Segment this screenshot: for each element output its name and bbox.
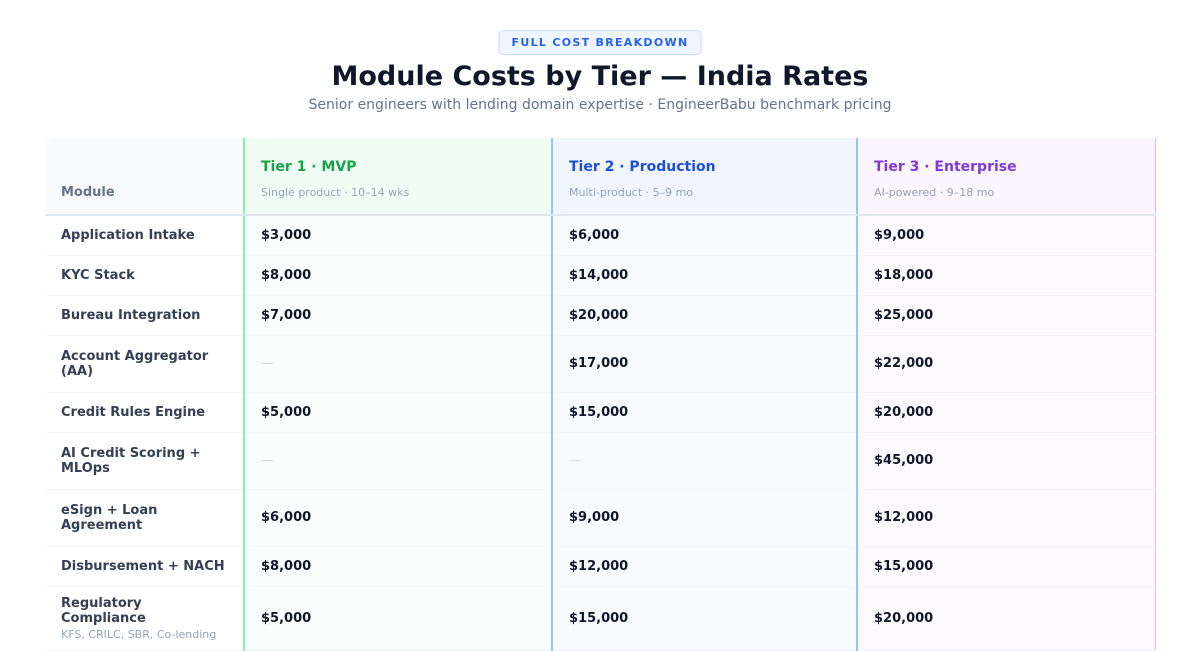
cost-value: $12,000 — [569, 558, 629, 574]
cost-value: $3,000 — [261, 227, 312, 243]
module-cell: Bureau Integration — [45, 295, 244, 336]
cost-value: $9,000 — [569, 510, 620, 525]
cost-value: $6,000 — [569, 227, 620, 243]
cost-cell: $20,000 — [551, 295, 857, 336]
cost-cell: $9,000 — [551, 489, 857, 547]
module-cell: AI Credit Scoring + MLOps — [45, 432, 244, 490]
cost-value: $12,000 — [874, 510, 934, 525]
table-row: AI Credit Scoring + MLOps — — $45,000 — [45, 432, 1156, 490]
module-header: Module — [45, 138, 244, 216]
module-cell: Account Aggregator (AA) — [45, 335, 244, 393]
module-name: Account Aggregator (AA) — [61, 348, 209, 379]
cost-cell: — — [243, 335, 552, 393]
cost-value: $15,000 — [569, 610, 629, 626]
table-row: Disbursement + NACH $8,000 $12,000 $15,000 — [45, 546, 1156, 587]
cost-value: $18,000 — [874, 267, 934, 283]
table-row: Application Intake $3,000 $6,000 $9,000 — [45, 215, 1156, 256]
table-body: Application Intake $3,000 $6,000 $9,000 KYC … — [45, 215, 1156, 651]
cost-cell: $7,000 — [243, 295, 552, 336]
cost-value: $25,000 — [874, 307, 934, 323]
cost-cell: $12,000 — [551, 546, 857, 587]
tier-name: Tier 2 · Production — [569, 159, 716, 175]
header-row: Module Tier 1 · MVP Single product · 10–14… — [45, 138, 1156, 216]
cost-cell: $3,000 — [243, 215, 552, 256]
module-name: Bureau Integration — [61, 307, 201, 323]
table-row: Account Aggregator (AA) — $17,000 $22,000 — [45, 335, 1156, 393]
module-name: AI Credit Scoring + MLOps — [61, 445, 201, 476]
module-cell: Regulatory Compliance KFS, CRILC, SBR, Co… — [45, 586, 244, 651]
cost-cell: $12,000 — [856, 489, 1156, 547]
cost-cell: — — [551, 432, 857, 490]
cost-value: $9,000 — [874, 227, 925, 243]
table-row: eSign + Loan Agreement $6,000 $9,000 $12,00… — [45, 489, 1156, 547]
page: {"header":{"badge":"FULL COST BREAKDOWN"… — [45, 30, 1156, 651]
cost-cell: $20,000 — [856, 392, 1156, 433]
module-cell: KYC Stack — [45, 255, 244, 296]
cost-value: $6,000 — [261, 510, 312, 525]
cost-value: $15,000 — [874, 558, 934, 574]
module-cell: Disbursement + NACH — [45, 546, 244, 587]
module-cell: Application Intake — [45, 215, 244, 256]
cost-cell: — — [243, 432, 552, 490]
tier-name: Tier 3 · Enterprise — [874, 159, 1017, 175]
tier-subtitle: AI-powered · 9–18 mo — [874, 186, 995, 199]
tier-subtitle: Multi-product · 5–9 mo — [569, 186, 694, 199]
cost-value: $20,000 — [874, 610, 934, 626]
table-row: KYC Stack $8,000 $14,000 $18,000 — [45, 255, 1156, 296]
cost-cell: $45,000 — [856, 432, 1156, 490]
cost-value: $22,000 — [874, 356, 934, 371]
subtitle: Senior engineers with lending domain exp… — [308, 97, 892, 113]
tier-name: Tier 1 · MVP — [261, 159, 357, 175]
tier-header: Tier 3 · Enterprise AI-powered · 9–18 mo — [856, 138, 1156, 216]
cost-value: — — [569, 453, 582, 468]
title: Module Costs by Tier — India Rates — [331, 61, 869, 92]
tier-subtitle: Single product · 10–14 wks — [261, 186, 410, 199]
module-name: Disbursement + NACH — [61, 558, 225, 574]
cost-cell: $20,000 — [856, 586, 1156, 651]
cost-cell: $15,000 — [856, 546, 1156, 587]
module-name: KYC Stack — [61, 267, 135, 283]
cost-cell: $8,000 — [243, 546, 552, 587]
cost-value: — — [261, 453, 274, 468]
module-name: eSign + Loan Agreement — [61, 502, 158, 533]
cost-value: $20,000 — [874, 404, 934, 420]
tier-header: Tier 1 · MVP Single product · 10–14 wks — [243, 138, 552, 216]
cost-value: $5,000 — [261, 404, 312, 420]
module-note: KFS, CRILC, SBR, Co-lending — [61, 627, 217, 641]
cost-cell: $5,000 — [243, 586, 552, 651]
cost-value: $14,000 — [569, 267, 629, 283]
module-name: Regulatory Compliance — [61, 595, 146, 626]
table-row: Credit Rules Engine $5,000 $15,000 $20,000 — [45, 392, 1156, 433]
cost-table: Module Tier 1 · MVP Single product · 10–14… — [45, 138, 1156, 651]
cost-cell: $17,000 — [551, 335, 857, 393]
module-name: Credit Rules Engine — [61, 404, 206, 420]
cost-value: $8,000 — [261, 558, 312, 574]
cost-cell: $8,000 — [243, 255, 552, 296]
cost-value: $15,000 — [569, 404, 629, 420]
cost-cell: $5,000 — [243, 392, 552, 433]
cost-value: $7,000 — [261, 307, 312, 323]
badge: FULL COST BREAKDOWN — [498, 30, 702, 55]
cost-value: $45,000 — [874, 453, 934, 468]
module-cell: Credit Rules Engine — [45, 392, 244, 433]
cost-cell: $22,000 — [856, 335, 1156, 393]
cost-cell: $14,000 — [551, 255, 857, 296]
module-cell: eSign + Loan Agreement — [45, 489, 244, 547]
cost-cell: $15,000 — [551, 392, 857, 433]
cost-cell: $18,000 — [856, 255, 1156, 296]
cost-value: $17,000 — [569, 356, 629, 371]
cost-value: $20,000 — [569, 307, 629, 323]
cost-cell: $15,000 — [551, 586, 857, 651]
cost-value: — — [261, 356, 274, 371]
cost-value: $8,000 — [261, 267, 312, 283]
cost-cell: $25,000 — [856, 295, 1156, 336]
cost-cell: $6,000 — [243, 489, 552, 547]
table-row: Regulatory Compliance KFS, CRILC, SBR, Co… — [45, 586, 1156, 651]
table-row: Bureau Integration $7,000 $20,000 $25,000 — [45, 295, 1156, 336]
cost-value: $5,000 — [261, 610, 312, 626]
module-name: Application Intake — [61, 227, 195, 243]
tier-header: Tier 2 · Production Multi-product · 5–9 m… — [551, 138, 857, 216]
cost-cell: $6,000 — [551, 215, 857, 256]
cost-cell: $9,000 — [856, 215, 1156, 256]
